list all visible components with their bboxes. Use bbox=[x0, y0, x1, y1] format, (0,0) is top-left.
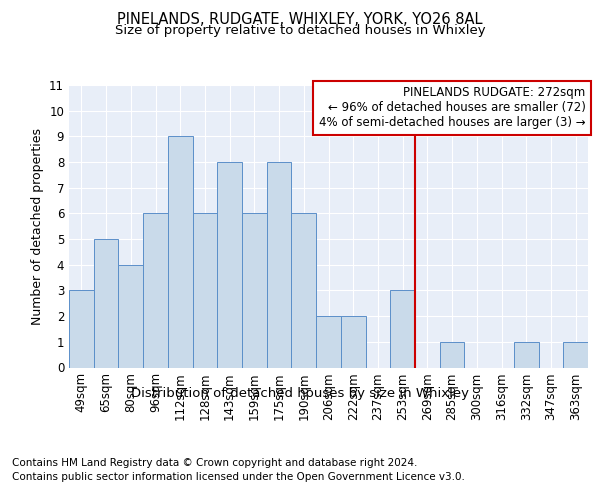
Bar bbox=[390, 290, 415, 368]
Bar bbox=[292, 214, 316, 368]
Text: Contains HM Land Registry data © Crown copyright and database right 2024.: Contains HM Land Registry data © Crown c… bbox=[12, 458, 418, 468]
Bar bbox=[242, 214, 267, 368]
Text: Contains public sector information licensed under the Open Government Licence v3: Contains public sector information licen… bbox=[12, 472, 465, 482]
Y-axis label: Number of detached properties: Number of detached properties bbox=[31, 128, 44, 325]
Bar bbox=[514, 342, 539, 367]
Bar bbox=[143, 214, 168, 368]
Bar bbox=[440, 342, 464, 367]
Text: PINELANDS RUDGATE: 272sqm
← 96% of detached houses are smaller (72)
4% of semi-d: PINELANDS RUDGATE: 272sqm ← 96% of detac… bbox=[319, 86, 586, 130]
Bar bbox=[563, 342, 588, 367]
Bar bbox=[316, 316, 341, 368]
Text: PINELANDS, RUDGATE, WHIXLEY, YORK, YO26 8AL: PINELANDS, RUDGATE, WHIXLEY, YORK, YO26 … bbox=[117, 12, 483, 28]
Bar bbox=[118, 265, 143, 368]
Bar bbox=[168, 136, 193, 368]
Bar bbox=[193, 214, 217, 368]
Bar bbox=[267, 162, 292, 368]
Bar bbox=[341, 316, 365, 368]
Bar bbox=[217, 162, 242, 368]
Bar bbox=[94, 239, 118, 368]
Text: Size of property relative to detached houses in Whixley: Size of property relative to detached ho… bbox=[115, 24, 485, 37]
Text: Distribution of detached houses by size in Whixley: Distribution of detached houses by size … bbox=[131, 388, 469, 400]
Bar bbox=[69, 290, 94, 368]
